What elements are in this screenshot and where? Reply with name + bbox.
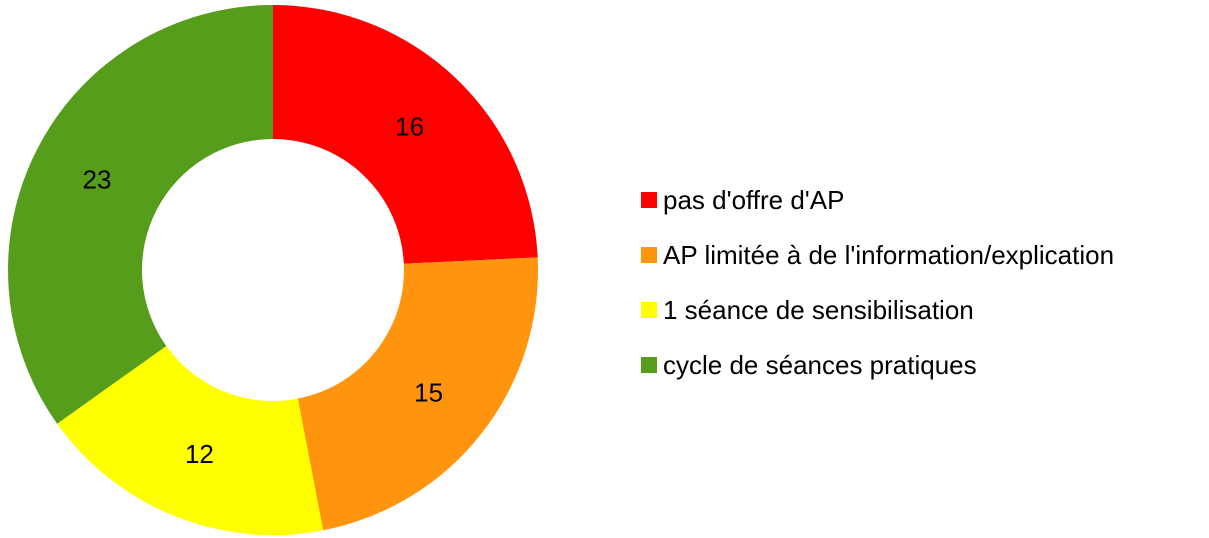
data-label: 16 xyxy=(395,112,424,142)
slice xyxy=(273,5,538,264)
data-label: 12 xyxy=(185,439,214,469)
data-label: 23 xyxy=(83,164,112,194)
legend-label: pas d'offre d'AP xyxy=(663,185,844,215)
slice xyxy=(57,345,324,536)
data-label: 15 xyxy=(414,377,443,407)
legend-label: AP limitée à de l'information/explicatio… xyxy=(663,240,1114,270)
legend-swatch xyxy=(641,357,657,373)
slice xyxy=(297,257,538,531)
slice xyxy=(8,5,273,424)
legend-swatch xyxy=(641,302,657,318)
legend-label: 1 séance de sensibilisation xyxy=(663,295,974,325)
legend-swatch xyxy=(641,247,657,263)
legend-label: cycle de séances pratiques xyxy=(663,350,977,380)
legend-swatch xyxy=(641,192,657,208)
